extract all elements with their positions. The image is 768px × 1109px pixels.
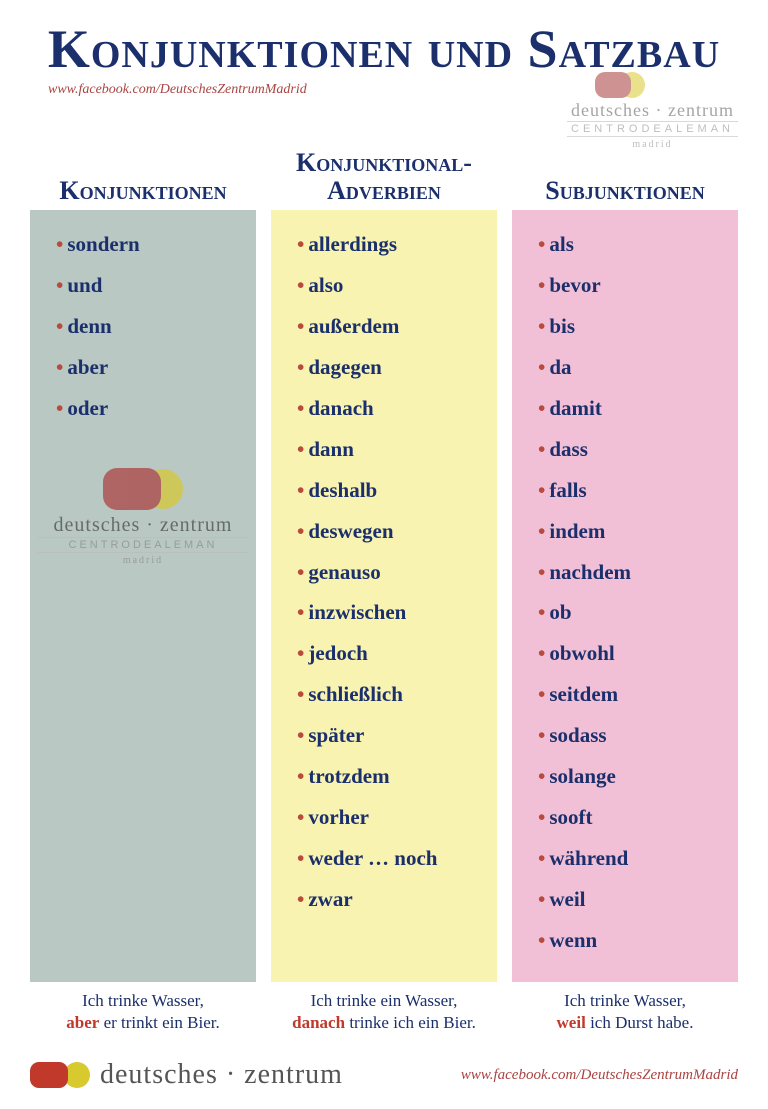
column-subjunktionen: Subjunktionen •als•bevor•bis•da•damit•da…: [512, 152, 738, 982]
list-item: •aber: [56, 347, 256, 388]
ex-pre: Ich trinke Wasser,: [564, 991, 686, 1010]
list-item: •zwar: [297, 879, 497, 920]
list-item: •als: [538, 224, 738, 265]
column-header: Konjunktional-Adverbien: [271, 152, 497, 210]
list-item: •außerdem: [297, 306, 497, 347]
ex-post: trinke ich ein Bier.: [345, 1013, 476, 1032]
list-item: •später: [297, 715, 497, 756]
list-item: •und: [56, 265, 256, 306]
wm-line3: madrid: [38, 555, 248, 566]
list-item: •allerdings: [297, 224, 497, 265]
list-item: •weder … noch: [297, 838, 497, 879]
column-header: Subjunktionen: [512, 152, 738, 210]
columns-container: Konjunktionen deutsches · zentrum CENTRO…: [0, 152, 768, 982]
list-item: •ob: [538, 592, 738, 633]
list-item: •genauso: [297, 552, 497, 593]
ex-pre: Ich trinke Wasser,: [82, 991, 204, 1010]
column-body: •als•bevor•bis•da•damit•dass•falls•indem…: [512, 210, 738, 982]
list-item: •bevor: [538, 265, 738, 306]
list-item: •sooft: [538, 797, 738, 838]
wm-line2: CENTRODEALEMAN: [38, 537, 248, 553]
list-item: •obwohl: [538, 633, 738, 674]
logo-line2: CENTRODEALEMAN: [567, 121, 738, 137]
example-2: Ich trinke ein Wasser, danach trinke ich…: [271, 990, 497, 1034]
column-header: Konjunktionen: [30, 152, 256, 210]
list-item: •nachdem: [538, 552, 738, 593]
watermark-logo: deutsches · zentrum CENTRODEALEMAN madri…: [38, 468, 248, 566]
ex-highlight: danach: [292, 1013, 345, 1032]
list-item: •deshalb: [297, 470, 497, 511]
ex-post: ich Durst habe.: [586, 1013, 694, 1032]
url-bottom: www.facebook.com/DeutschesZentrumMadrid: [461, 1067, 738, 1084]
list-item: •schließlich: [297, 674, 497, 715]
list-item: •inzwischen: [297, 592, 497, 633]
column-body: •allerdings•also•außerdem•dagegen•danach…: [271, 210, 497, 982]
list-item: •indem: [538, 511, 738, 552]
list-item: •falls: [538, 470, 738, 511]
list-item: •deswegen: [297, 511, 497, 552]
list-item: •sodass: [538, 715, 738, 756]
ex-post: er trinkt ein Bier.: [99, 1013, 219, 1032]
list-item: •denn: [56, 306, 256, 347]
list-item: •bis: [538, 306, 738, 347]
list-item: •damit: [538, 388, 738, 429]
list-item: •also: [297, 265, 497, 306]
list-item: •jedoch: [297, 633, 497, 674]
example-1: Ich trinke Wasser, aber er trinkt ein Bi…: [30, 990, 256, 1034]
list-item: •wenn: [538, 920, 738, 961]
footer-logo: deutsches · zentrum: [30, 1059, 343, 1091]
logo-top-right: deutsches · zentrum CENTRODEALEMAN madri…: [567, 72, 738, 150]
list-item: •danach: [297, 388, 497, 429]
ex-highlight: aber: [66, 1013, 99, 1032]
page-title: Konjunktionen und Satzbau: [0, 0, 768, 80]
speech-bubble-icon: [30, 1062, 68, 1088]
column-body: deutsches · zentrum CENTRODEALEMAN madri…: [30, 210, 256, 982]
list-item: •trotzdem: [297, 756, 497, 797]
list-item: •solange: [538, 756, 738, 797]
list-item: •weil: [538, 879, 738, 920]
footer-logo-text: deutsches · zentrum: [100, 1059, 343, 1091]
footer: deutsches · zentrum www.facebook.com/Deu…: [0, 1059, 768, 1091]
ex-pre: Ich trinke ein Wasser,: [311, 991, 458, 1010]
list-item: •dagegen: [297, 347, 497, 388]
example-3: Ich trinke Wasser, weil ich Durst habe.: [512, 990, 738, 1034]
list-item: •sondern: [56, 224, 256, 265]
logo-line1: deutsches · zentrum: [567, 100, 738, 121]
logo-line3: madrid: [567, 139, 738, 150]
ex-highlight: weil: [557, 1013, 586, 1032]
list-item: •da: [538, 347, 738, 388]
list-item: •dann: [297, 429, 497, 470]
list-item: •oder: [56, 388, 256, 429]
list-item: •vorher: [297, 797, 497, 838]
examples-row: Ich trinke Wasser, aber er trinkt ein Bi…: [0, 982, 768, 1034]
wm-line1: deutsches · zentrum: [38, 514, 248, 537]
list-item: •dass: [538, 429, 738, 470]
list-item: •während: [538, 838, 738, 879]
column-konjunktionaladverbien: Konjunktional-Adverbien •allerdings•also…: [271, 152, 497, 982]
list-item: •seitdem: [538, 674, 738, 715]
column-konjunktionen: Konjunktionen deutsches · zentrum CENTRO…: [30, 152, 256, 982]
